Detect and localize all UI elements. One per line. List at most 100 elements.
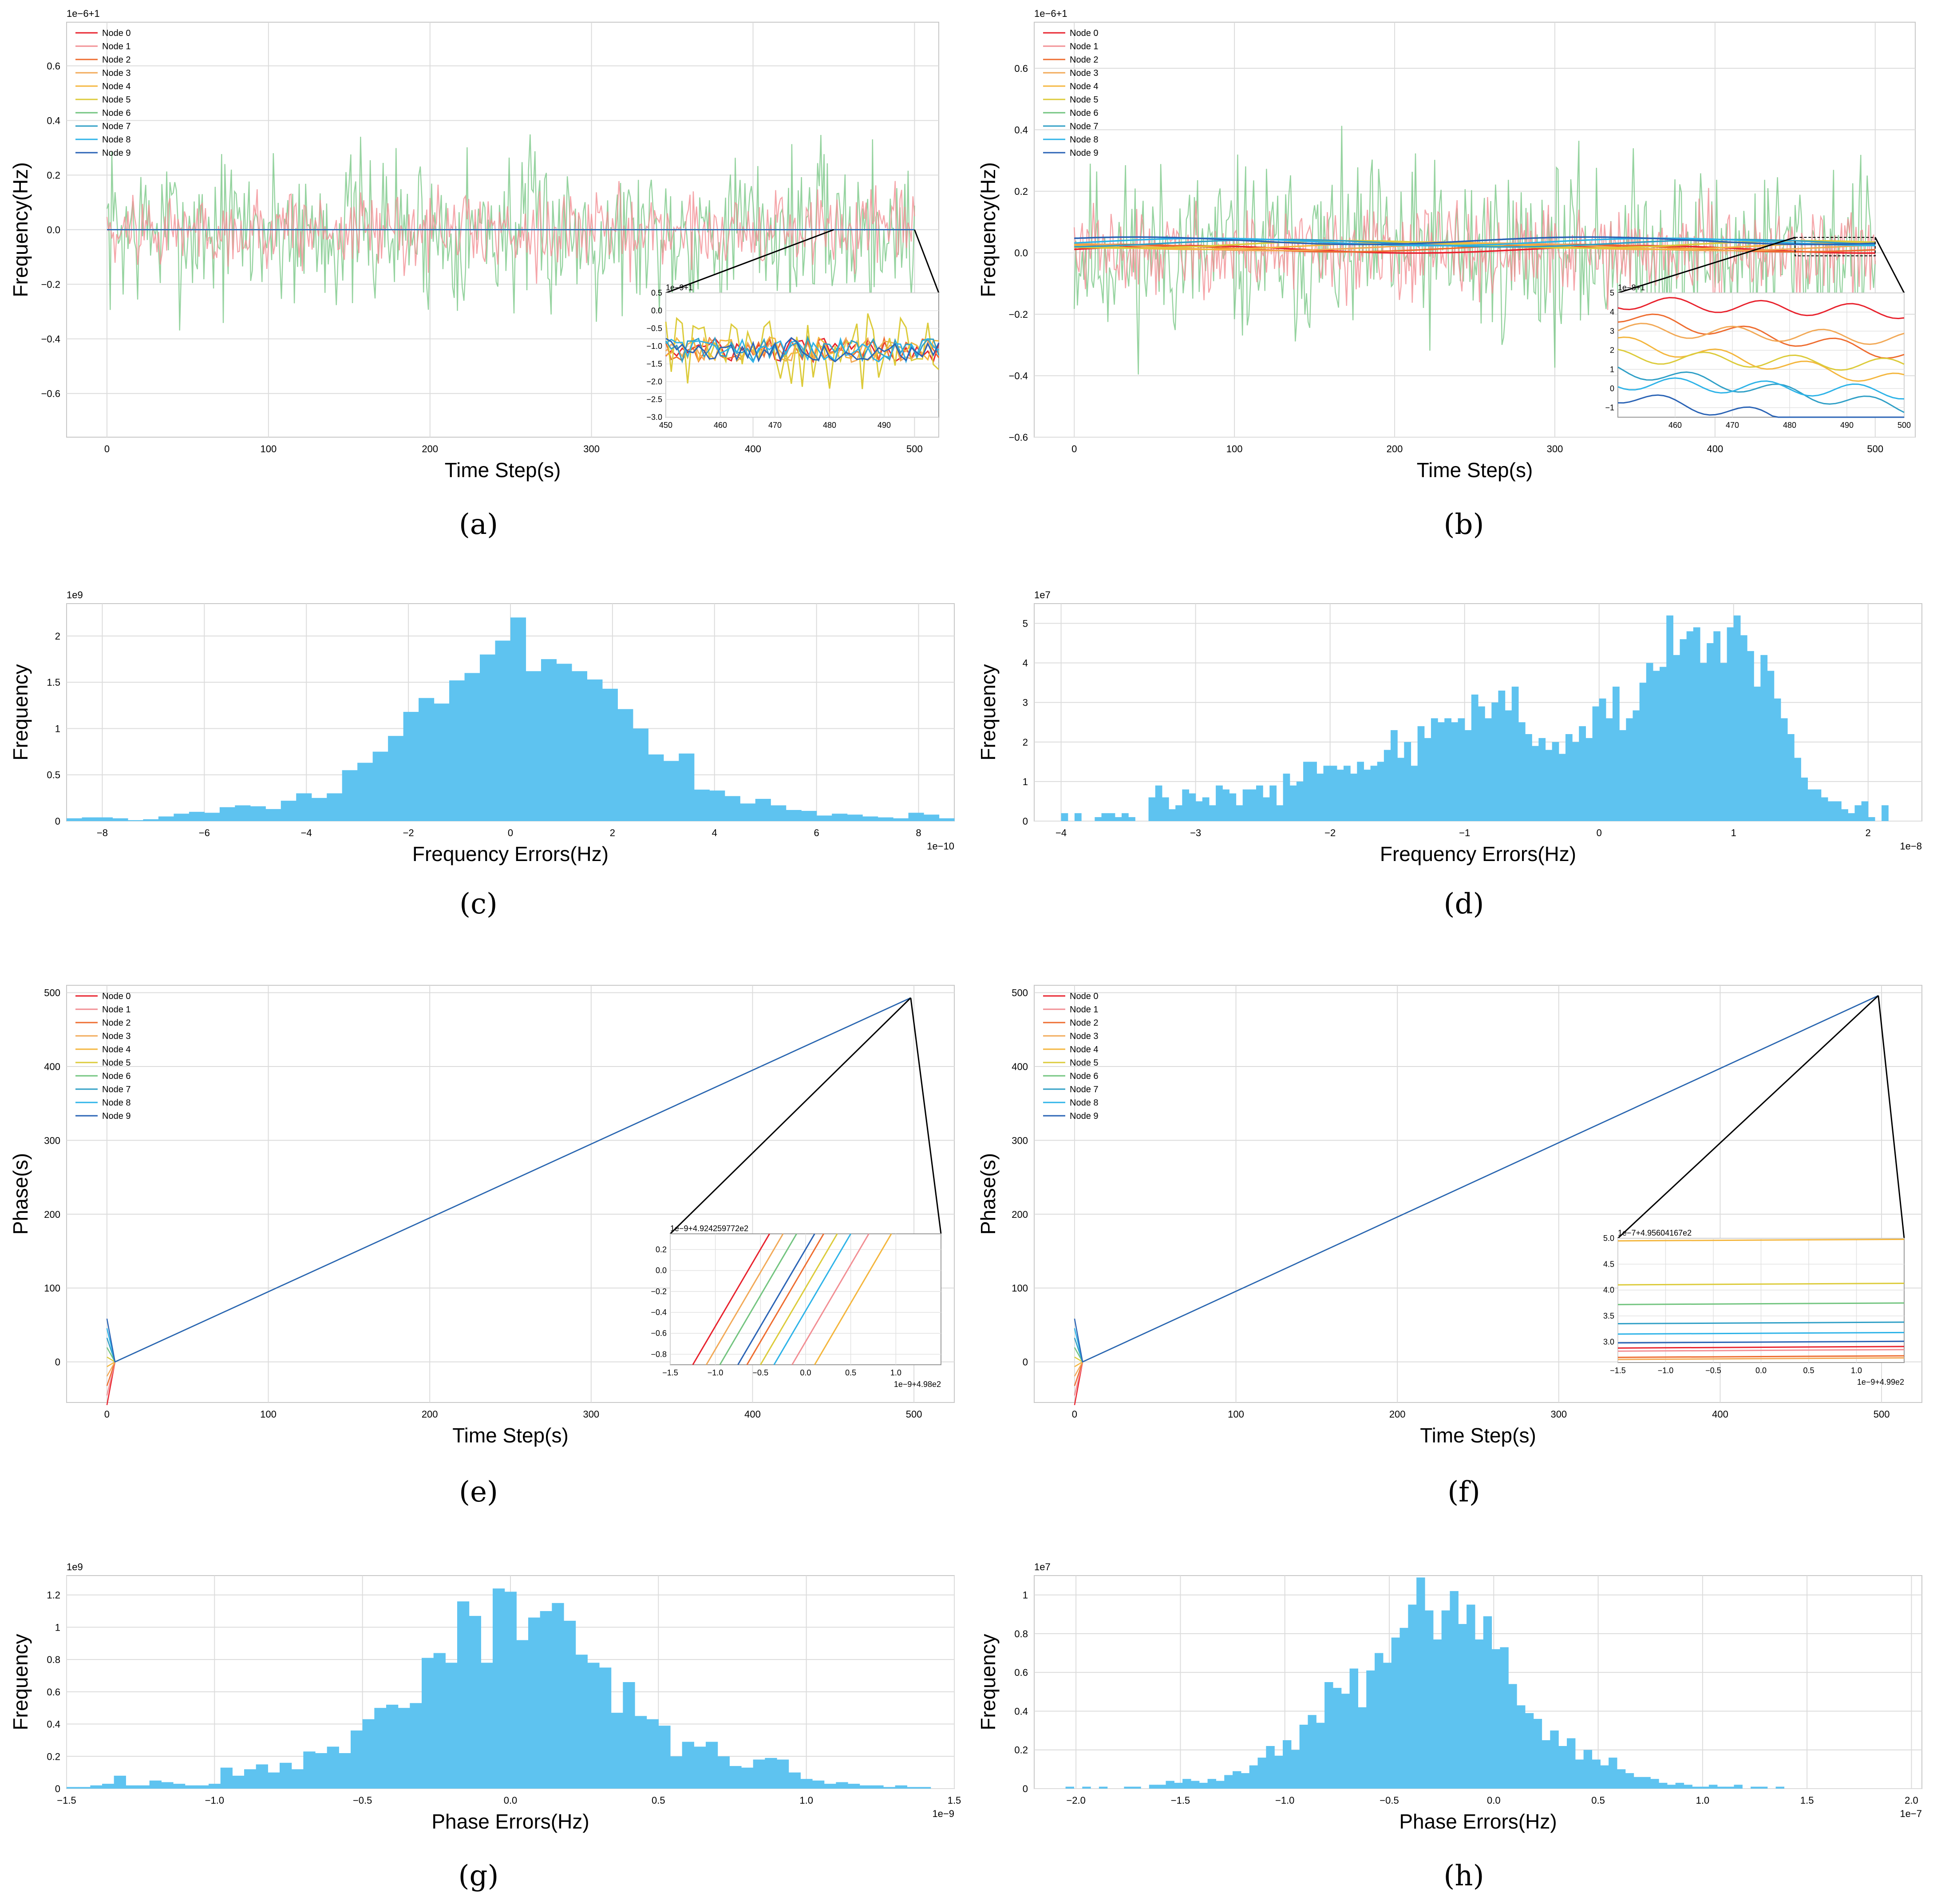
histogram-bar [528,1617,541,1789]
y-tick-label: 0.2 [1014,1745,1028,1756]
histogram-bar [1619,730,1626,821]
y-tick-label: 0.4 [47,115,60,126]
histogram-bar [1471,694,1478,821]
histogram-bar [729,1766,742,1789]
inset-series-line-node-8 [1617,377,1905,400]
x-exponent-label: 1e−10 [927,841,954,852]
histogram-bar [457,1601,470,1789]
histogram-bar [1416,1577,1425,1789]
inset-series-line-node-7 [1617,366,1905,413]
histogram-bar [1693,627,1700,821]
x-tick-label: −4 [301,827,312,838]
zoom-region-box [1795,237,1876,257]
x-tick-label: 200 [1387,443,1403,454]
inset-offset-label: 1e−9+4.924259772e2 [670,1224,748,1233]
histogram-bar [1438,722,1445,821]
chart-f-svg: 0 100 200 300 400 500 0 100 200 300 400 500 Time Ste… [976,985,1922,1447]
histogram-bar [1433,1639,1442,1789]
histogram-bar [1283,1740,1292,1789]
histogram-bar [1572,742,1579,821]
histogram-bar [410,1703,422,1789]
x-tick-label: 500 [906,443,923,454]
histogram-bar [1861,801,1869,821]
caption-h: (h) [1443,1860,1484,1892]
histogram-bar [1592,1759,1601,1789]
legend-entry: Node 2 [102,55,131,65]
y-tick-label: 200 [1012,1209,1028,1220]
histogram-bar [1498,691,1506,821]
legend-entry: Node 6 [102,1071,131,1081]
panel-e-phase-time: 0 100 200 300 400 500 0 100 200 300 400 500 Time Ste… [0,972,963,1451]
histogram-bar [197,1785,209,1789]
y-tick-label: 200 [44,1209,60,1220]
histogram-bar [481,1663,493,1789]
x-tick-label: 100 [1226,443,1243,454]
histogram-bar [1296,781,1304,821]
histogram-bar [878,817,893,821]
histogram-bar [1821,797,1828,821]
y-axis-label: Frequency [976,1634,1000,1730]
histogram-bar [78,1787,91,1789]
inset-x-tick-label: 470 [768,421,782,430]
histogram-bar [1542,1740,1550,1789]
y-tick-label: 0.0 [47,225,60,236]
y-tick-label: 400 [44,1061,60,1072]
histogram-bar [232,1775,245,1789]
histogram-bar [1545,750,1553,821]
inset-series-line-node-9 [665,337,940,363]
y-tick-label: −0.6 [1009,432,1028,443]
legend-entry: Node 2 [102,1018,131,1028]
x-tick-label: 300 [583,1409,599,1420]
histogram-bar [1366,1670,1375,1789]
y-tick-label: 0.2 [47,1751,60,1762]
histogram-bar [602,688,618,821]
histogram-bar [1613,687,1620,821]
histogram-bar [1132,1786,1141,1789]
histogram-bar [1505,710,1512,821]
legend-entry: Node 3 [1070,68,1099,78]
x-axis-label: Time Step(s) [445,458,561,482]
inset-y-tick-label: 0.0 [656,1266,667,1275]
histogram-bar [1458,718,1465,821]
x-tick-label: 4 [712,827,717,838]
histogram-bar [1538,738,1546,821]
x-exponent-label: 1e−8 [1900,841,1922,852]
histogram-bar [268,1772,280,1789]
histogram-bar [82,817,98,821]
histogram-bar [102,1784,115,1789]
histogram-bar [587,1663,600,1789]
series-line-node-7 [1074,238,1875,248]
y-tick-label: 1 [55,723,60,734]
inset-y-tick-label: −3.0 [646,413,662,422]
histogram-bar [587,679,603,821]
y-exponent-label: 1e9 [67,1561,83,1572]
histogram-bar [1508,1684,1517,1789]
histogram-bar [540,1611,552,1789]
histogram-bar [1774,698,1781,821]
histogram-bar [493,1588,505,1789]
histogram-bar [311,798,327,821]
inset-x-tick-label: −1.5 [662,1368,678,1377]
histogram-bar [1517,1705,1526,1789]
legend-entry: Node 2 [1070,1018,1099,1028]
x-tick-label: 0.0 [1487,1795,1501,1806]
histogram-bar [1233,1771,1241,1789]
y-tick-label: 500 [44,988,60,999]
histogram-bar [1458,1624,1467,1789]
inset-x-tick-label: −0.5 [753,1368,769,1377]
histogram-bar [1411,766,1418,821]
histogram-bar [816,815,832,821]
inset-series-line-node-4 [1617,336,1905,382]
inset-y-tick-label: 3.5 [1603,1311,1614,1320]
histogram-bar [1425,1610,1434,1789]
histogram-bar [143,819,159,821]
inset-series-line-node-4 [1617,1238,1905,1242]
histogram-bar [1357,762,1364,821]
histogram-bar [706,1742,718,1789]
series-line-node-9 [106,997,911,1363]
histogram-bar [1642,1777,1651,1789]
y-tick-label: 1 [1023,1590,1028,1601]
x-tick-label: 300 [583,443,600,454]
histogram-bar [1224,1775,1233,1789]
y-exponent-label: 1e7 [1034,1561,1051,1572]
